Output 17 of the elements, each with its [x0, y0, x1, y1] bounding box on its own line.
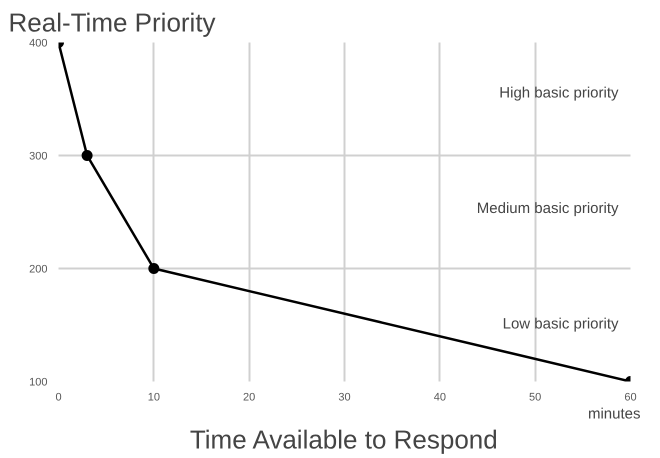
annotation: Medium basic priority — [476, 200, 619, 217]
y-tick-label: 300 — [29, 150, 48, 162]
x-tick-label: 50 — [529, 392, 542, 404]
x-tick-label: 0 — [55, 392, 62, 404]
x-tick-label: 30 — [338, 392, 351, 404]
x-tick-label: 40 — [434, 392, 446, 404]
y-tick-label: 100 — [29, 376, 48, 388]
x-tick-label: 60 — [624, 392, 637, 404]
x-tick-label: 10 — [148, 392, 160, 404]
y-tick-label: 200 — [29, 264, 48, 276]
x-axis-title: Time Available to Respond — [190, 424, 498, 454]
text: minutes — [588, 406, 641, 422]
annotation: High basic priority — [499, 84, 619, 102]
x-tick-label: 20 — [243, 392, 256, 404]
y-tick-label: 400 — [29, 38, 48, 50]
annotation: Low basic priority — [502, 315, 619, 332]
chart-title: Real-Time Priority — [8, 8, 216, 38]
